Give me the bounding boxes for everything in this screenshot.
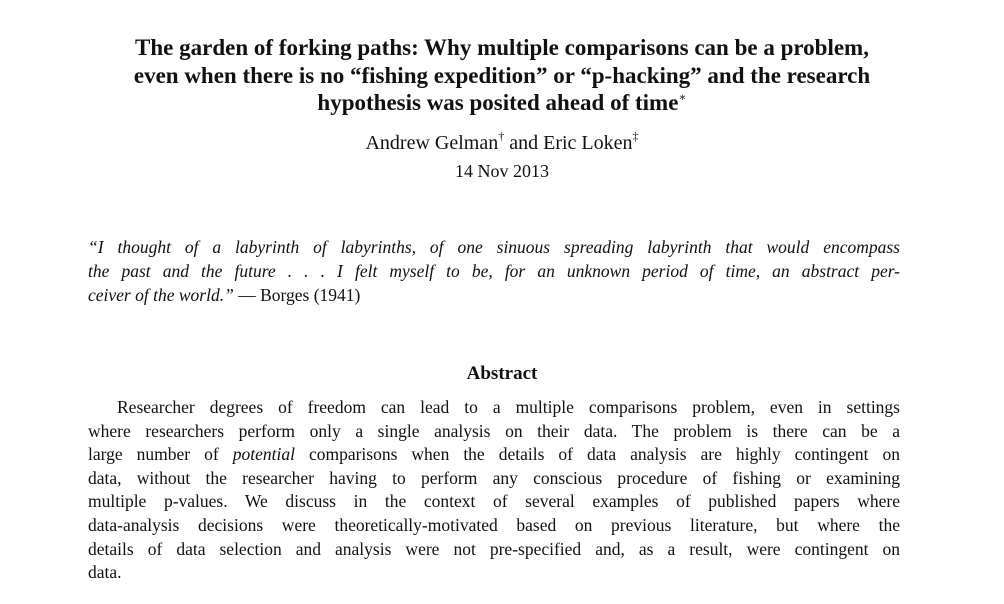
abstract-line: multiple p-values. We discuss in the con… bbox=[88, 491, 900, 512]
abstract-heading: Abstract bbox=[466, 363, 538, 384]
epigraph-line: “I thought of a labyrinth of labyrinths,… bbox=[88, 237, 900, 257]
epigraph-line: ceiver of the world.” — Borges (1941) bbox=[88, 283, 900, 307]
abstract-text: large number of bbox=[88, 444, 233, 465]
abstract-emphasis: potential bbox=[232, 444, 295, 465]
epigraph-line: the past and the future . . . I felt mys… bbox=[88, 261, 900, 281]
author-name: Andrew Gelman bbox=[365, 132, 499, 154]
abstract-line: Researcher degrees of freedom can lead t… bbox=[117, 397, 900, 417]
title-line-3: hypothesis was posited ahead of time∗ bbox=[40, 89, 964, 117]
author-name: Eric Loken bbox=[543, 132, 633, 154]
title-line-3-text: hypothesis was posited ahead of time bbox=[317, 90, 679, 115]
abstract-body: Researcher degrees of freedom can lead t… bbox=[88, 396, 900, 585]
author-conjunction: and bbox=[509, 132, 539, 154]
abstract-line: details of data selection and analysis w… bbox=[88, 538, 900, 559]
author-list: Andrew Gelman† and Eric Loken‡ bbox=[0, 129, 1004, 155]
author-affiliation-mark: ‡ bbox=[632, 129, 639, 143]
abstract-line: large number of potential comparisons wh… bbox=[88, 443, 900, 467]
abstract-line: data, without the researcher having to p… bbox=[88, 467, 900, 488]
epigraph-quote: “I thought of a labyrinth of labyrinths,… bbox=[88, 235, 900, 307]
title-line-1: The garden of forking paths: Why multipl… bbox=[135, 35, 869, 60]
abstract-line: data. bbox=[88, 562, 122, 583]
epigraph-line-text: ceiver of the world.” bbox=[88, 285, 234, 305]
title-line-2: even when there is no “fishing expeditio… bbox=[133, 62, 871, 88]
paper-title: The garden of forking paths: Why multipl… bbox=[40, 34, 964, 117]
abstract-text: comparisons when the details of data ana… bbox=[294, 444, 900, 465]
epigraph-attribution: — Borges (1941) bbox=[233, 285, 361, 305]
author-affiliation-mark: † bbox=[498, 129, 505, 143]
abstract-line: where researchers perform only a single … bbox=[88, 420, 900, 441]
publication-date: 14 Nov 2013 bbox=[455, 161, 549, 181]
title-footnote-mark: ∗ bbox=[678, 90, 687, 104]
abstract-line: data-analysis decisions were theoretical… bbox=[88, 514, 900, 535]
